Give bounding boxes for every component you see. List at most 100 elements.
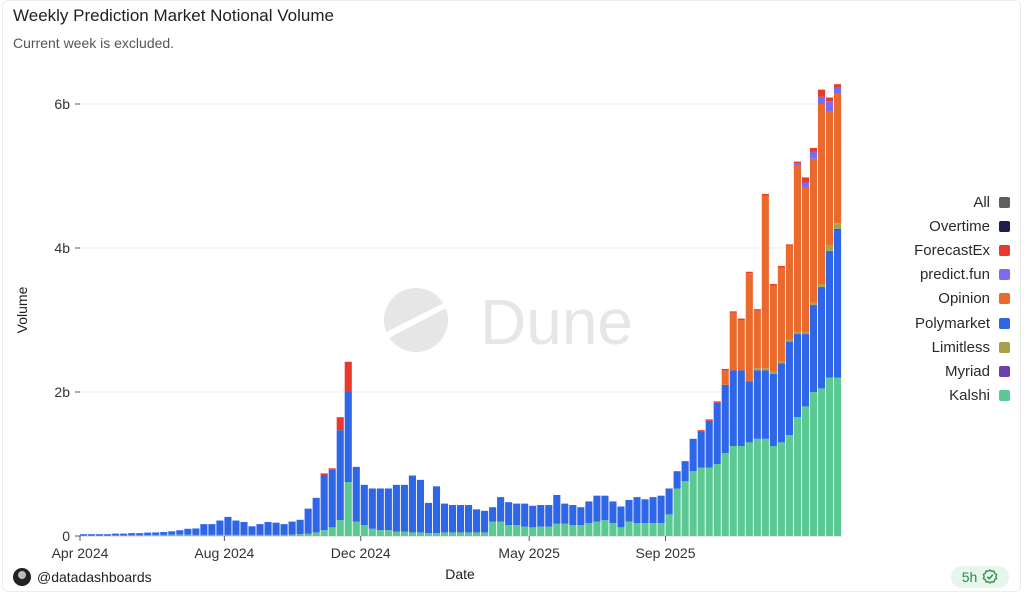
bar-kalshi[interactable] xyxy=(577,525,585,536)
bar-limitless[interactable] xyxy=(833,223,842,229)
bar-kalshi[interactable] xyxy=(665,514,673,536)
bar-kalshi[interactable] xyxy=(224,534,232,536)
bar-polymarket[interactable] xyxy=(328,469,336,528)
bar-kalshi[interactable] xyxy=(376,530,384,536)
bar-kalshi[interactable] xyxy=(473,532,481,536)
bar-polymarket[interactable] xyxy=(416,479,425,533)
bar-forecastex[interactable] xyxy=(697,430,705,432)
bar-polymarket[interactable] xyxy=(320,475,328,531)
bar-kalshi[interactable] xyxy=(569,525,577,536)
bar-kalshi[interactable] xyxy=(296,534,304,536)
bar-myriad[interactable] xyxy=(817,286,826,288)
bar-kalshi[interactable] xyxy=(128,535,136,536)
bar-kalshi[interactable] xyxy=(737,446,745,536)
bar-kalshi[interactable] xyxy=(793,417,801,536)
bar-polymarket[interactable] xyxy=(352,466,360,522)
bar-kalshi[interactable] xyxy=(200,534,208,536)
bar-predict-fun[interactable] xyxy=(793,163,801,166)
bar-predict-fun[interactable] xyxy=(809,151,818,159)
bar-polymarket[interactable] xyxy=(793,334,801,418)
bar-forecastex[interactable] xyxy=(320,473,328,476)
bar-predict-fun[interactable] xyxy=(817,96,826,104)
bar-polymarket[interactable] xyxy=(473,509,481,533)
bar-polymarket[interactable] xyxy=(609,501,617,524)
bar-polymarket[interactable] xyxy=(456,505,465,533)
legend-item-predict-fun[interactable]: predict.fun xyxy=(914,263,1010,287)
bar-kalshi[interactable] xyxy=(232,534,240,536)
bar-kalshi[interactable] xyxy=(408,532,416,536)
bar-myriad[interactable] xyxy=(833,228,842,230)
bar-kalshi[interactable] xyxy=(368,528,376,536)
bar-kalshi[interactable] xyxy=(545,526,553,536)
bar-forecastex[interactable] xyxy=(801,177,810,183)
bar-limitless[interactable] xyxy=(769,371,777,374)
bar-forecastex[interactable] xyxy=(833,84,842,88)
bar-kalshi[interactable] xyxy=(400,531,408,536)
bar-forecastex[interactable] xyxy=(344,361,352,392)
bar-polymarket[interactable] xyxy=(144,532,152,536)
bar-kalshi[interactable] xyxy=(432,533,441,536)
bar-polymarket[interactable] xyxy=(184,528,192,535)
bar-polymarket[interactable] xyxy=(465,505,473,533)
bar-polymarket[interactable] xyxy=(160,532,168,535)
bar-polymarket[interactable] xyxy=(785,341,793,436)
bar-opinion[interactable] xyxy=(801,187,810,332)
bar-polymarket[interactable] xyxy=(801,334,810,407)
bar-opinion[interactable] xyxy=(809,158,818,303)
bar-polymarket[interactable] xyxy=(721,384,729,454)
bar-polymarket[interactable] xyxy=(232,520,240,535)
bar-polymarket[interactable] xyxy=(665,488,673,515)
bar-polymarket[interactable] xyxy=(705,420,713,468)
bar-polymarket[interactable] xyxy=(713,402,721,464)
bar-kalshi[interactable] xyxy=(537,526,545,536)
bar-kalshi[interactable] xyxy=(440,532,449,536)
bar-kalshi[interactable] xyxy=(144,535,152,536)
bar-polymarket[interactable] xyxy=(505,502,513,526)
bar-kalshi[interactable] xyxy=(505,525,513,536)
bar-forecastex[interactable] xyxy=(825,97,834,102)
bar-kalshi[interactable] xyxy=(280,534,288,536)
bar-limitless[interactable] xyxy=(753,368,761,371)
bar-forecastex[interactable] xyxy=(809,147,818,152)
bar-forecastex[interactable] xyxy=(817,89,826,97)
bar-polymarket[interactable] xyxy=(697,431,705,468)
bar-kalshi[interactable] xyxy=(521,526,529,536)
bar-polymarket[interactable] xyxy=(489,507,497,522)
bar-limitless[interactable] xyxy=(777,361,785,364)
bar-kalshi[interactable] xyxy=(304,533,312,536)
bar-kalshi[interactable] xyxy=(585,523,593,536)
bar-kalshi[interactable] xyxy=(617,527,625,536)
bar-polymarket[interactable] xyxy=(344,392,352,482)
bar-polymarket[interactable] xyxy=(681,461,689,482)
bar-polymarket[interactable] xyxy=(336,430,344,521)
bar-kalshi[interactable] xyxy=(753,438,761,536)
bar-polymarket[interactable] xyxy=(128,533,136,536)
bar-polymarket[interactable] xyxy=(408,475,416,533)
legend-item-kalshi[interactable]: Kalshi xyxy=(914,384,1010,408)
bar-opinion[interactable] xyxy=(833,93,842,224)
bar-polymarket[interactable] xyxy=(216,520,224,535)
bar-polymarket[interactable] xyxy=(296,519,304,535)
bar-kalshi[interactable] xyxy=(176,534,184,536)
bar-myriad[interactable] xyxy=(793,333,801,335)
bar-kalshi[interactable] xyxy=(601,520,609,536)
bar-kalshi[interactable] xyxy=(264,534,272,536)
bar-kalshi[interactable] xyxy=(216,534,224,536)
bar-polymarket[interactable] xyxy=(809,305,818,392)
bar-polymarket[interactable] xyxy=(392,484,400,532)
bar-kalshi[interactable] xyxy=(392,531,400,536)
bar-kalshi[interactable] xyxy=(448,532,457,536)
bar-limitless[interactable] xyxy=(793,331,801,334)
bar-kalshi[interactable] xyxy=(208,534,216,536)
bar-polymarket[interactable] xyxy=(120,533,128,536)
bar-polymarket[interactable] xyxy=(649,497,657,524)
bar-polymarket[interactable] xyxy=(817,287,826,389)
bar-polymarket[interactable] xyxy=(513,503,521,526)
bar-polymarket[interactable] xyxy=(312,497,320,533)
bar-kalshi[interactable] xyxy=(705,467,713,536)
bar-polymarket[interactable] xyxy=(400,484,408,532)
bar-opinion[interactable] xyxy=(825,111,834,246)
bar-predict-fun[interactable] xyxy=(833,87,842,94)
bar-forecastex[interactable] xyxy=(777,266,785,268)
bar-kalshi[interactable] xyxy=(825,377,834,536)
